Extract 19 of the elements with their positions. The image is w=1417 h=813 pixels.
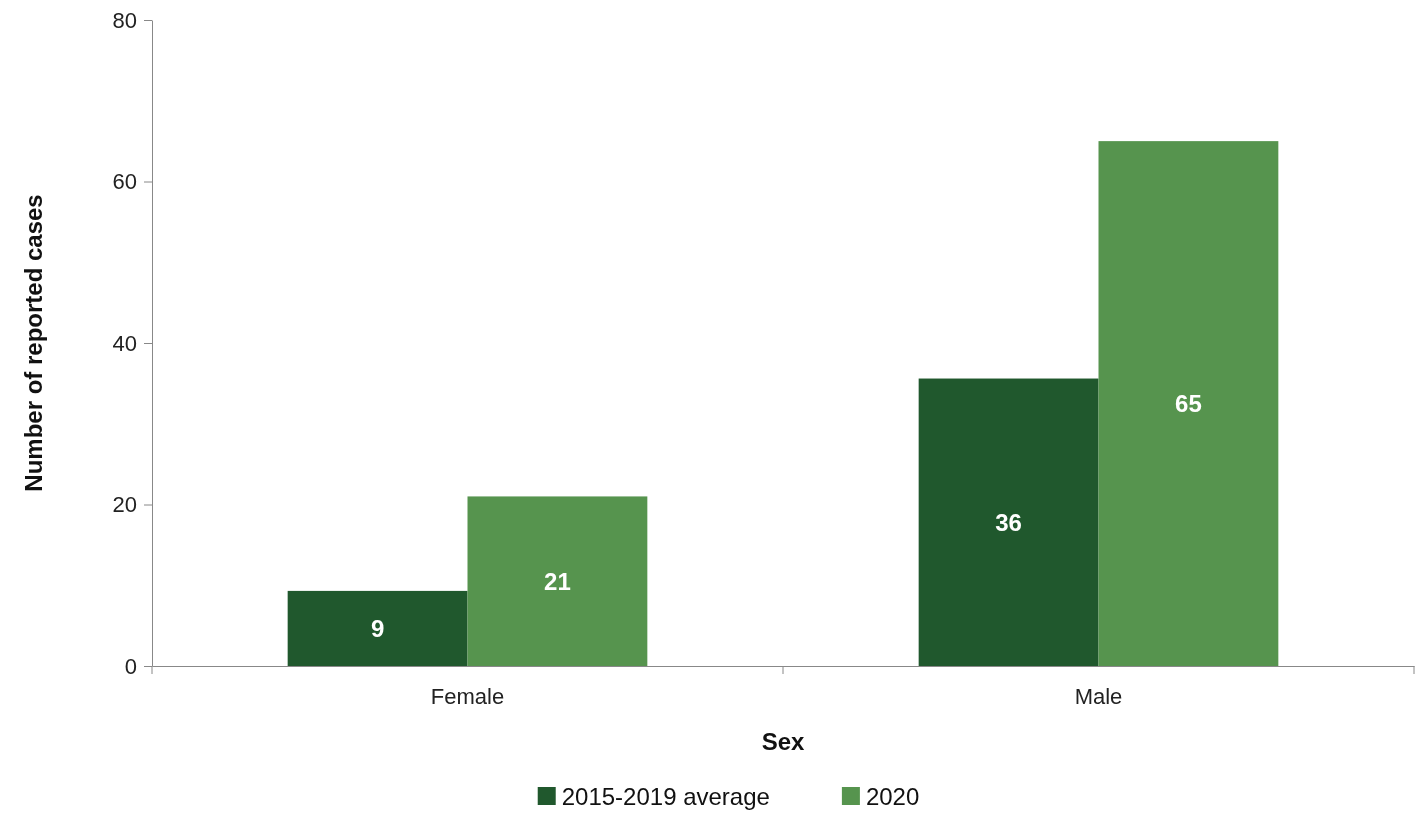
y-tick-label: 20 bbox=[112, 492, 137, 518]
y-tick-label: 0 bbox=[124, 653, 137, 679]
y-tick-label: 80 bbox=[112, 7, 137, 33]
x-axis-title: Sex bbox=[761, 728, 805, 755]
legend-label: 2015-2019 average bbox=[561, 783, 770, 811]
y-tick-label: 60 bbox=[112, 169, 137, 195]
bar bbox=[918, 378, 1099, 666]
bar bbox=[287, 590, 468, 666]
legend-label: 2020 bbox=[865, 783, 920, 811]
data-label: 9 bbox=[370, 614, 385, 642]
bar bbox=[1098, 141, 1279, 666]
x-tick-label: Male bbox=[1074, 684, 1123, 710]
data-label: 65 bbox=[1175, 389, 1202, 417]
y-tick-label: 40 bbox=[112, 330, 137, 356]
data-label: 36 bbox=[995, 508, 1022, 536]
y-axis-title: Number of reported cases bbox=[20, 194, 47, 492]
data-label: 21 bbox=[544, 567, 571, 595]
x-tick-label: Female bbox=[430, 684, 505, 710]
bar bbox=[467, 496, 648, 666]
